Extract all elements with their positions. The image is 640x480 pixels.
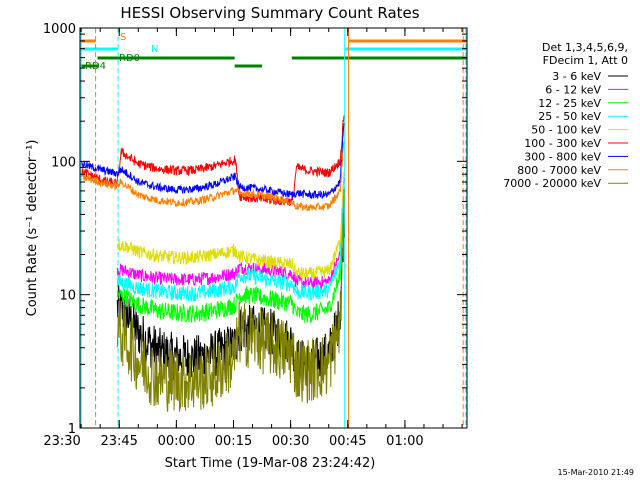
x-tick-label-3: 00:00 [158, 434, 195, 449]
legend-label-4: 25 - 50 keV [538, 110, 601, 123]
flag-label-rd4: RD4 [85, 61, 106, 72]
x-tick-label-2: 23:45 [100, 434, 137, 449]
series-lines [81, 115, 345, 412]
x-tick-label-4: 00:15 [215, 434, 252, 449]
legend-label-3: 12 - 25 keV [538, 97, 601, 110]
y-tick-label-1: 1 [68, 422, 76, 437]
legend-label-5: 50 - 100 keV [531, 124, 601, 137]
legend-label-6: 100 - 300 keV [524, 137, 601, 150]
x-axis-label: Start Time (19-Mar-08 23:24:42) [165, 456, 376, 471]
y-tick-label-4: 1000 [43, 22, 76, 37]
series-line-7 [81, 123, 345, 200]
legend: Det 1,3,4,5,6,9, FDecim 1, Att 0 3 - 6 k… [503, 41, 628, 190]
legend-label-7: 300 - 800 keV [524, 150, 601, 163]
series-line-6 [81, 115, 345, 206]
y-tick-label-3: 100 [51, 155, 76, 170]
y-axis-label: Count Rate (s⁻¹ detector⁻¹) [25, 140, 40, 317]
plot-frame [79, 27, 468, 429]
series-line-3 [116, 195, 345, 324]
flag-label-n: N [151, 44, 158, 55]
y-axis-ticks: 1 10 100 1000 [43, 22, 467, 437]
x-tick-label-7: 01:00 [386, 434, 423, 449]
legend-label-1: 3 - 6 keV [552, 70, 601, 83]
legend-header-line-1: Det 1,3,4,5,6,9, [542, 41, 628, 54]
legend-label-9: 7000 - 20000 keV [503, 177, 601, 190]
series-line-4 [116, 187, 345, 302]
x-axis-ticks: 23:30 23:45 00:00 00:15 00:30 00:45 01:00 [43, 28, 463, 449]
x-tick-label-1: 23:30 [43, 434, 80, 449]
series-line-9 [116, 188, 345, 412]
x-tick-label-6: 00:45 [329, 434, 366, 449]
chart-title: HESSI Observing Summary Count Rates [120, 4, 419, 22]
legend-label-8: 800 - 7000 keV [517, 164, 601, 177]
footer-timestamp: 15-Mar-2010 21:49 [558, 468, 635, 477]
x-tick-label-5: 00:30 [272, 434, 309, 449]
series-line-2 [116, 178, 345, 291]
event-markers [80, 28, 467, 428]
series-line-5 [116, 170, 345, 281]
flag-label-s: S [120, 32, 126, 43]
flag-label-rd0: RD0 [119, 53, 140, 64]
flag-bars: S N RD0 RD4 [80, 32, 467, 72]
legend-label-2: 6 - 12 keV [545, 83, 601, 96]
legend-header-line-2: FDecim 1, Att 0 [543, 54, 628, 67]
series-line-8 [81, 141, 345, 212]
y-tick-label-2: 10 [59, 289, 76, 304]
